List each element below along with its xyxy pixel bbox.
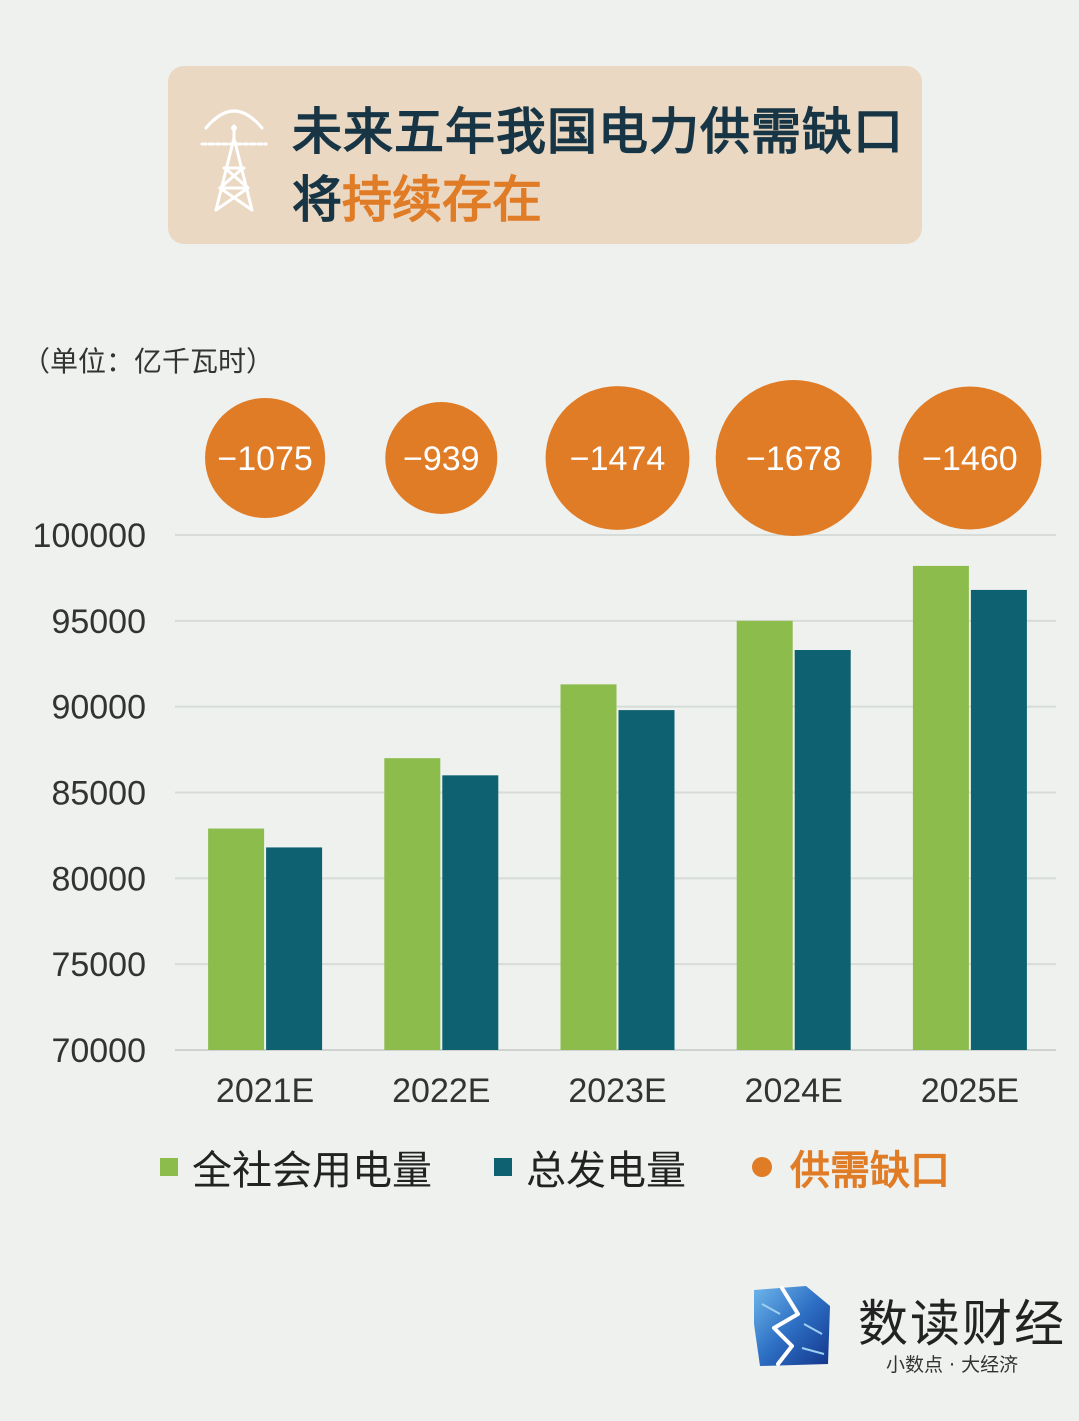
bar-generation xyxy=(970,589,1027,1050)
x-tick-label: 2025E xyxy=(921,1072,1019,1110)
gap-circle xyxy=(898,386,1042,530)
gap-circle xyxy=(545,386,690,530)
chart-legend: 全社会用电量 总发电量 供需缺口 xyxy=(0,1138,1079,1198)
y-tick-label: 95000 xyxy=(51,603,146,641)
gap-label: −1075 xyxy=(217,440,313,478)
legend-item-generation: 总发电量 xyxy=(494,1138,686,1196)
brand-name: 数读财经 xyxy=(858,1295,1066,1353)
y-tick-label: 70000 xyxy=(51,1032,146,1070)
y-tick-label: 80000 xyxy=(51,860,146,898)
legend-item-consumption: 全社会用电量 xyxy=(160,1138,432,1196)
gap-circle xyxy=(715,380,872,536)
y-tick-label: 75000 xyxy=(51,946,146,984)
x-tick-label: 2024E xyxy=(745,1072,843,1110)
y-tick-label: 85000 xyxy=(51,775,146,813)
title-prefix: 将 xyxy=(292,171,342,229)
legend-dot-gap xyxy=(752,1157,772,1177)
page-title-line1: 未来五年我国电力供需缺口 xyxy=(292,103,904,161)
x-tick-label: 2021E xyxy=(216,1072,314,1110)
gap-label: −1678 xyxy=(746,440,842,478)
title-accent: 持续存在 xyxy=(342,171,542,229)
y-tick-label: 100000 xyxy=(33,517,146,555)
gap-circle xyxy=(205,397,326,519)
legend-swatch-consumption xyxy=(160,1158,178,1176)
y-tick-label: 90000 xyxy=(51,689,146,727)
map-logo-icon xyxy=(754,1286,830,1366)
bar-consumption xyxy=(736,620,793,1050)
bar-generation xyxy=(442,775,499,1050)
x-tick-label: 2022E xyxy=(392,1072,490,1110)
gap-circle xyxy=(385,402,498,514)
unit-note: （单位：亿千瓦时） xyxy=(22,345,275,378)
bar-chart: 100000 95000 90000 85000 80000 75000 70000 2021… xyxy=(33,380,1056,1110)
bar-generation xyxy=(618,710,675,1050)
bar-consumption xyxy=(560,684,617,1050)
bar-consumption xyxy=(208,828,265,1050)
brand-slogan: 小数点 · 大经济 xyxy=(886,1354,1019,1376)
legend-label-gap: 供需缺口 xyxy=(790,1148,950,1194)
gap-label: −1474 xyxy=(570,440,666,478)
legend-swatch-generation xyxy=(494,1158,512,1176)
legend-item-gap: 供需缺口 xyxy=(752,1138,950,1196)
power-tower-icon xyxy=(200,109,268,212)
page-title-line2: 将持续存在 xyxy=(292,160,542,232)
gap-label: −1460 xyxy=(922,440,1018,478)
legend-label-generation: 总发电量 xyxy=(526,1148,686,1194)
title-card xyxy=(168,66,922,244)
legend-label-consumption: 全社会用电量 xyxy=(192,1148,432,1194)
x-tick-label: 2023E xyxy=(568,1072,666,1110)
bar-consumption xyxy=(912,565,969,1050)
gap-label: −939 xyxy=(403,440,480,478)
bar-generation xyxy=(794,650,851,1050)
bar-generation xyxy=(266,847,323,1050)
bar-consumption xyxy=(384,758,441,1050)
